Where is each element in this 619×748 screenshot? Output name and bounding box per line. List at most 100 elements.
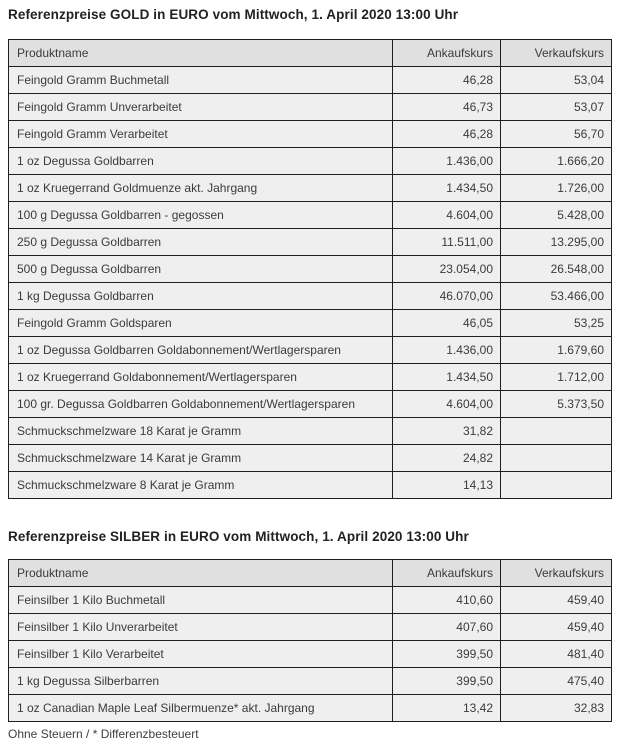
table-row: Schmuckschmelzware 18 Karat je Gramm 31,8… bbox=[8, 417, 612, 445]
ankaufskurs-cell: 24,82 bbox=[392, 444, 501, 472]
product-cell: 1 oz Degussa Goldbarren Goldabonnement/W… bbox=[8, 336, 393, 364]
verkaufskurs-cell: 1.666,20 bbox=[500, 147, 612, 175]
ankaufskurs-cell: 11.511,00 bbox=[392, 228, 501, 256]
table-row: 1 kg Degussa Silberbarren 399,50 475,40 bbox=[8, 667, 612, 695]
ankaufskurs-cell: 46,28 bbox=[392, 66, 501, 94]
verkaufskurs-cell: 1.679,60 bbox=[500, 336, 612, 364]
ankaufskurs-cell: 46,28 bbox=[392, 120, 501, 148]
table-row: 1 oz Degussa Goldbarren 1.436,00 1.666,20 bbox=[8, 147, 612, 175]
product-cell: Schmuckschmelzware 14 Karat je Gramm bbox=[8, 444, 393, 472]
ankaufskurs-cell: 46,73 bbox=[392, 93, 501, 121]
product-cell: Feingold Gramm Buchmetall bbox=[8, 66, 393, 94]
ankaufskurs-cell: 13,42 bbox=[392, 694, 501, 722]
ankaufskurs-cell: 399,50 bbox=[392, 667, 501, 695]
ankaufskurs-cell: 23.054,00 bbox=[392, 255, 501, 283]
table-row: Feingold Gramm Goldsparen 46,05 53,25 bbox=[8, 309, 612, 337]
table-row: Feinsilber 1 Kilo Verarbeitet 399,50 481,4… bbox=[8, 640, 612, 668]
product-cell: 250 g Degussa Goldbarren bbox=[8, 228, 393, 256]
product-cell: 100 g Degussa Goldbarren - gegossen bbox=[8, 201, 393, 229]
ankaufskurs-cell: 31,82 bbox=[392, 417, 501, 445]
tax-footnote: Ohne Steuern / * Differenzbesteuert bbox=[8, 727, 199, 741]
table-body: Feingold Gramm Buchmetall 46,28 53,04 Feing… bbox=[8, 66, 612, 499]
silber-price-table: Produktname Ankaufskurs Verkaufskurs Fei… bbox=[8, 559, 612, 722]
column-header-ankaufskurs: Ankaufskurs bbox=[392, 559, 501, 587]
table-row: Feingold Gramm Unverarbeitet 46,73 53,07 bbox=[8, 93, 612, 121]
section-title-gold: Referenzpreise GOLD in EURO vom Mittwoch… bbox=[8, 7, 459, 22]
verkaufskurs-cell: 32,83 bbox=[500, 694, 612, 722]
ankaufskurs-cell: 46,05 bbox=[392, 309, 501, 337]
table-row: Feinsilber 1 Kilo Buchmetall 410,60 459,40 bbox=[8, 586, 612, 614]
gold-price-table: Produktname Ankaufskurs Verkaufskurs Fei… bbox=[8, 39, 612, 499]
table-row: 1 kg Degussa Goldbarren 46.070,00 53.466,0… bbox=[8, 282, 612, 310]
ankaufskurs-cell: 410,60 bbox=[392, 586, 501, 614]
table-row: 1 oz Degussa Goldbarren Goldabonnement/W… bbox=[8, 336, 612, 364]
ankaufskurs-cell: 46.070,00 bbox=[392, 282, 501, 310]
verkaufskurs-cell: 5.428,00 bbox=[500, 201, 612, 229]
product-cell: 1 kg Degussa Goldbarren bbox=[8, 282, 393, 310]
column-header-produktname: Produktname bbox=[8, 39, 393, 67]
ankaufskurs-cell: 399,50 bbox=[392, 640, 501, 668]
product-cell: Feingold Gramm Unverarbeitet bbox=[8, 93, 393, 121]
table-row: 100 gr. Degussa Goldbarren Goldabonnemen… bbox=[8, 390, 612, 418]
verkaufskurs-cell: 1.726,00 bbox=[500, 174, 612, 202]
verkaufskurs-cell: 5.373,50 bbox=[500, 390, 612, 418]
table-row: 1 oz Kruegerrand Goldabonnement/Wertlage… bbox=[8, 363, 612, 391]
table-row: Schmuckschmelzware 14 Karat je Gramm 24,8… bbox=[8, 444, 612, 472]
table-row: Feingold Gramm Verarbeitet 46,28 56,70 bbox=[8, 120, 612, 148]
ankaufskurs-cell: 1.434,50 bbox=[392, 174, 501, 202]
table-row: Feingold Gramm Buchmetall 46,28 53,04 bbox=[8, 66, 612, 94]
verkaufskurs-cell: 53,25 bbox=[500, 309, 612, 337]
ankaufskurs-cell: 1.436,00 bbox=[392, 336, 501, 364]
product-cell: Feingold Gramm Verarbeitet bbox=[8, 120, 393, 148]
verkaufskurs-cell: 53,04 bbox=[500, 66, 612, 94]
product-cell: Schmuckschmelzware 18 Karat je Gramm bbox=[8, 417, 393, 445]
column-header-ankaufskurs: Ankaufskurs bbox=[392, 39, 501, 67]
product-cell: Feinsilber 1 Kilo Verarbeitet bbox=[8, 640, 393, 668]
product-cell: 1 oz Kruegerrand Goldabonnement/Wertlage… bbox=[8, 363, 393, 391]
verkaufskurs-cell: 56,70 bbox=[500, 120, 612, 148]
product-cell: Feinsilber 1 Kilo Buchmetall bbox=[8, 586, 393, 614]
ankaufskurs-cell: 14,13 bbox=[392, 471, 501, 499]
column-header-verkaufskurs: Verkaufskurs bbox=[500, 559, 612, 587]
table-row: 1 oz Kruegerrand Goldmuenze akt. Jahrgan… bbox=[8, 174, 612, 202]
table-row: 100 g Degussa Goldbarren - gegossen 4.604… bbox=[8, 201, 612, 229]
product-cell: 500 g Degussa Goldbarren bbox=[8, 255, 393, 283]
verkaufskurs-cell: 1.712,00 bbox=[500, 363, 612, 391]
verkaufskurs-cell: 475,40 bbox=[500, 667, 612, 695]
header-row: Produktname Ankaufskurs Verkaufskurs bbox=[8, 39, 612, 67]
verkaufskurs-cell bbox=[500, 444, 612, 472]
product-cell: 1 oz Kruegerrand Goldmuenze akt. Jahrgan… bbox=[8, 174, 393, 202]
product-cell: 1 kg Degussa Silberbarren bbox=[8, 667, 393, 695]
ankaufskurs-cell: 4.604,00 bbox=[392, 201, 501, 229]
product-cell: 1 oz Canadian Maple Leaf Silbermuenze* a… bbox=[8, 694, 393, 722]
product-cell: Schmuckschmelzware 8 Karat je Gramm bbox=[8, 471, 393, 499]
table-row: 500 g Degussa Goldbarren 23.054,00 26.548,… bbox=[8, 255, 612, 283]
verkaufskurs-cell: 53,07 bbox=[500, 93, 612, 121]
product-cell: 1 oz Degussa Goldbarren bbox=[8, 147, 393, 175]
ankaufskurs-cell: 4.604,00 bbox=[392, 390, 501, 418]
product-cell: Feingold Gramm Goldsparen bbox=[8, 309, 393, 337]
table-body: Feinsilber 1 Kilo Buchmetall 410,60 459,40… bbox=[8, 586, 612, 722]
verkaufskurs-cell: 53.466,00 bbox=[500, 282, 612, 310]
table-row: 250 g Degussa Goldbarren 11.511,00 13.295,… bbox=[8, 228, 612, 256]
verkaufskurs-cell: 26.548,00 bbox=[500, 255, 612, 283]
price-section-gold: Referenzpreise GOLD in EURO vom Mittwoch… bbox=[8, 7, 612, 499]
verkaufskurs-cell: 459,40 bbox=[500, 586, 612, 614]
verkaufskurs-cell: 13.295,00 bbox=[500, 228, 612, 256]
verkaufskurs-cell bbox=[500, 471, 612, 499]
ankaufskurs-cell: 1.436,00 bbox=[392, 147, 501, 175]
table-header: Produktname Ankaufskurs Verkaufskurs bbox=[8, 559, 612, 587]
product-cell: Feinsilber 1 Kilo Unverarbeitet bbox=[8, 613, 393, 641]
product-cell: 100 gr. Degussa Goldbarren Goldabonnemen… bbox=[8, 390, 393, 418]
table-header: Produktname Ankaufskurs Verkaufskurs bbox=[8, 39, 612, 67]
table-row: Feinsilber 1 Kilo Unverarbeitet 407,60 459… bbox=[8, 613, 612, 641]
header-row: Produktname Ankaufskurs Verkaufskurs bbox=[8, 559, 612, 587]
ankaufskurs-cell: 407,60 bbox=[392, 613, 501, 641]
verkaufskurs-cell bbox=[500, 417, 612, 445]
ankaufskurs-cell: 1.434,50 bbox=[392, 363, 501, 391]
column-header-verkaufskurs: Verkaufskurs bbox=[500, 39, 612, 67]
column-header-produktname: Produktname bbox=[8, 559, 393, 587]
table-row: Schmuckschmelzware 8 Karat je Gramm 14,13 bbox=[8, 471, 612, 499]
section-title-silber: Referenzpreise SILBER in EURO vom Mittwo… bbox=[8, 529, 469, 544]
verkaufskurs-cell: 459,40 bbox=[500, 613, 612, 641]
